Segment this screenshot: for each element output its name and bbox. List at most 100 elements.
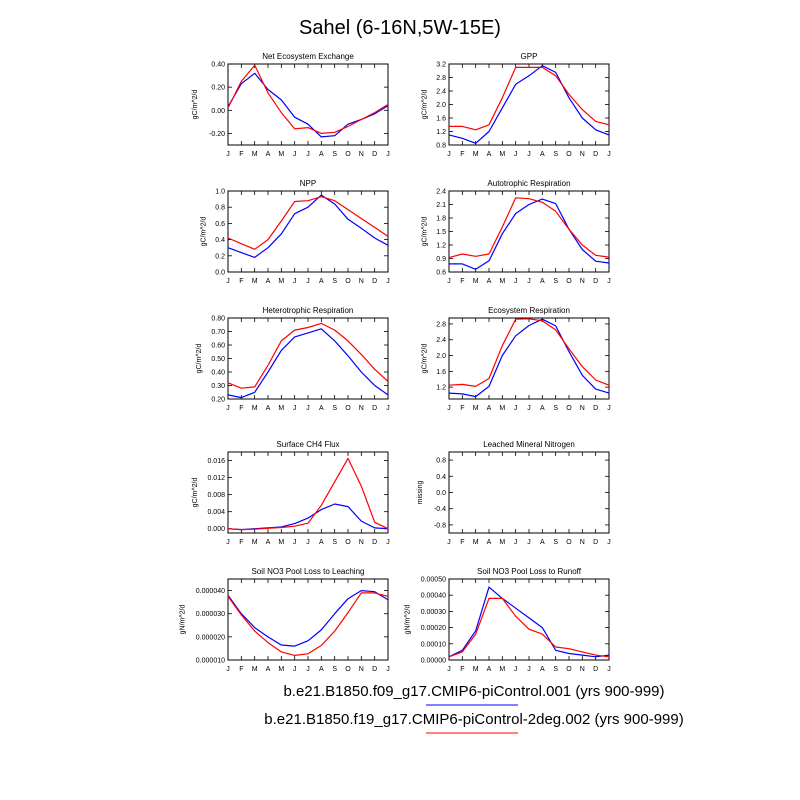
y-tick-label: 0.8 [215,205,225,212]
x-tick-label: J [527,666,531,673]
series-line-2 [448,318,610,387]
x-tick-label: J [527,278,531,285]
x-tick-label: J [386,539,390,546]
x-tick-label: S [553,405,558,412]
x-tick-label: J [386,405,390,412]
x-tick-label: M [252,151,258,158]
x-tick-label: O [345,151,351,158]
y-tick-label: 0.00 [211,108,225,115]
y-tick-label: 0.20 [211,397,225,404]
y-tick-label: 2.4 [436,89,446,96]
y-axis-label: gC/m^2/d [421,90,428,120]
panel-title: Leached Mineral Nitrogen [483,440,575,449]
series-line-2 [448,197,610,259]
x-tick-label: N [359,151,364,158]
x-tick-label: O [345,539,351,546]
x-tick-label: M [473,666,479,673]
y-tick-label: 1.2 [436,129,446,136]
y-tick-label: 0.60 [211,343,225,350]
panel-title: GPP [521,52,538,61]
x-tick-label: S [332,666,337,673]
x-tick-label: D [593,151,598,158]
x-tick-label: J [607,539,611,546]
x-tick-label: J [293,405,297,412]
x-tick-label: J [514,539,518,546]
x-tick-label: O [566,666,572,673]
y-tick-label: 0.000010 [196,658,225,665]
x-tick-label: O [566,151,572,158]
x-tick-label: A [540,539,545,546]
x-tick-label: J [447,151,451,158]
panel-title: Soil NO3 Pool Loss to Leaching [252,567,365,576]
panel-title: Net Ecosystem Exchange [262,52,354,61]
y-tick-label: 0.004 [207,509,225,516]
x-tick-label: O [566,278,572,285]
y-axis-label: gC/m^2/d [196,344,203,374]
x-tick-label: M [473,539,479,546]
y-axis-label: gN/m^2/d [179,605,186,635]
x-tick-label: F [460,405,464,412]
x-tick-label: O [345,666,351,673]
x-tick-label: F [460,666,464,673]
x-tick-label: A [487,278,492,285]
y-tick-label: 1.2 [436,243,446,250]
x-tick-label: J [306,151,310,158]
series-line-2 [227,64,389,134]
x-tick-label: M [278,278,284,285]
series-line-1 [227,503,389,531]
x-tick-label: A [319,666,324,673]
y-tick-label: 0.00030 [421,609,446,616]
series-line-2 [227,196,389,250]
x-tick-label: M [499,278,505,285]
legend-label-series-1: b.e21.B1850.f09_g17.CMIP6-piControl.001 … [283,683,664,700]
y-tick-label: 0.000020 [196,634,225,641]
y-tick-label: 0.000 [207,526,225,533]
x-tick-label: M [499,539,505,546]
x-tick-label: J [527,405,531,412]
x-tick-label: J [226,405,230,412]
x-tick-label: F [239,278,243,285]
x-tick-label: S [553,151,558,158]
x-tick-label: J [306,405,310,412]
x-tick-label: A [540,405,545,412]
y-tick-label: 1.6 [436,369,446,376]
x-tick-label: D [372,278,377,285]
x-tick-label: J [386,151,390,158]
x-tick-label: J [447,666,451,673]
y-tick-label: -0.4 [434,506,446,513]
panel-title: Heterotrophic Respiration [263,306,354,315]
plot-frame [448,190,610,273]
x-tick-label: M [252,666,258,673]
y-axis-label: gC/m^2/d [421,344,428,374]
x-tick-label: J [293,278,297,285]
x-tick-label: F [460,539,464,546]
x-tick-label: M [252,405,258,412]
x-tick-label: A [487,666,492,673]
x-tick-label: J [607,151,611,158]
y-tick-label: 2.0 [436,102,446,109]
x-tick-label: J [607,278,611,285]
figure-title: Sahel (6-16N,5W-15E) [299,17,501,39]
x-tick-label: J [293,666,297,673]
x-tick-label: D [593,539,598,546]
y-tick-label: -0.20 [209,131,225,138]
x-tick-label: D [593,278,598,285]
x-tick-label: S [332,151,337,158]
panel-title: Surface CH4 Flux [276,440,339,449]
panel-title: Ecosystem Respiration [488,306,570,315]
plot-frame [448,578,610,661]
x-tick-label: J [306,539,310,546]
y-tick-label: 2.0 [436,353,446,360]
x-tick-label: N [580,405,585,412]
x-tick-label: A [266,405,271,412]
x-tick-label: J [514,405,518,412]
series-line-2 [449,66,610,131]
x-tick-label: N [359,278,364,285]
y-tick-label: 0.00040 [421,593,446,600]
x-tick-label: F [239,405,243,412]
y-tick-label: 0.008 [207,492,225,499]
x-tick-label: M [499,666,505,673]
